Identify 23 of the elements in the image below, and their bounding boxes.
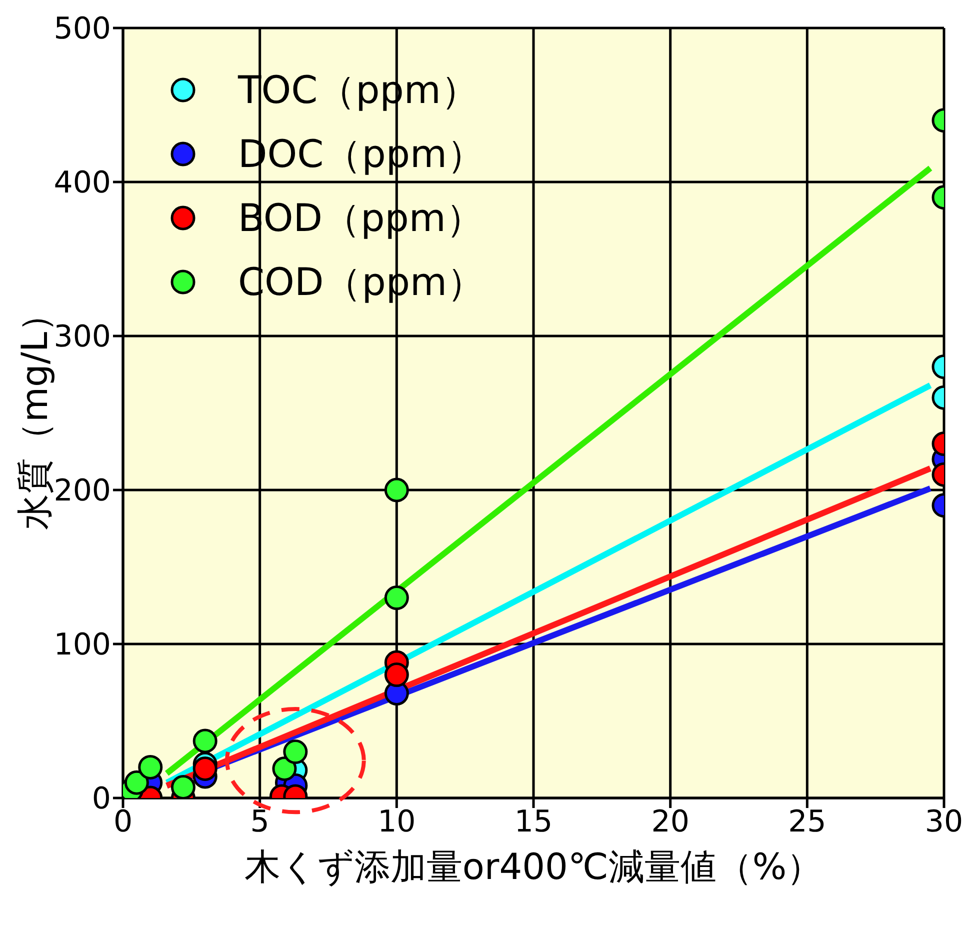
point <box>384 478 409 502</box>
x-tick-label: 20 <box>651 804 690 840</box>
y-tick-label: 0 <box>92 782 111 817</box>
point <box>138 754 163 780</box>
point <box>384 662 409 688</box>
x-tick-label: 25 <box>788 804 826 840</box>
y-tick-label: 400 <box>54 166 111 201</box>
y-tick-label: 200 <box>54 474 111 509</box>
point <box>124 770 149 795</box>
x-axis-title: 木くず添加量or400℃減量値（%） <box>243 846 824 890</box>
point <box>283 740 308 764</box>
point <box>192 756 218 781</box>
y-tick-label: 300 <box>54 320 111 355</box>
point <box>384 586 409 610</box>
x-tick-label: 10 <box>378 804 416 840</box>
x-tick-label: 5 <box>250 804 270 840</box>
y-tick-label: 500 <box>54 12 111 47</box>
point <box>192 728 218 754</box>
x-tick-label: 30 <box>924 804 964 840</box>
x-tick-label: 15 <box>514 804 553 840</box>
x-tick-label: 0 <box>113 804 133 840</box>
y-tick-label: 100 <box>54 628 111 663</box>
y-axis-title: 水質（mg/L） <box>14 296 56 530</box>
